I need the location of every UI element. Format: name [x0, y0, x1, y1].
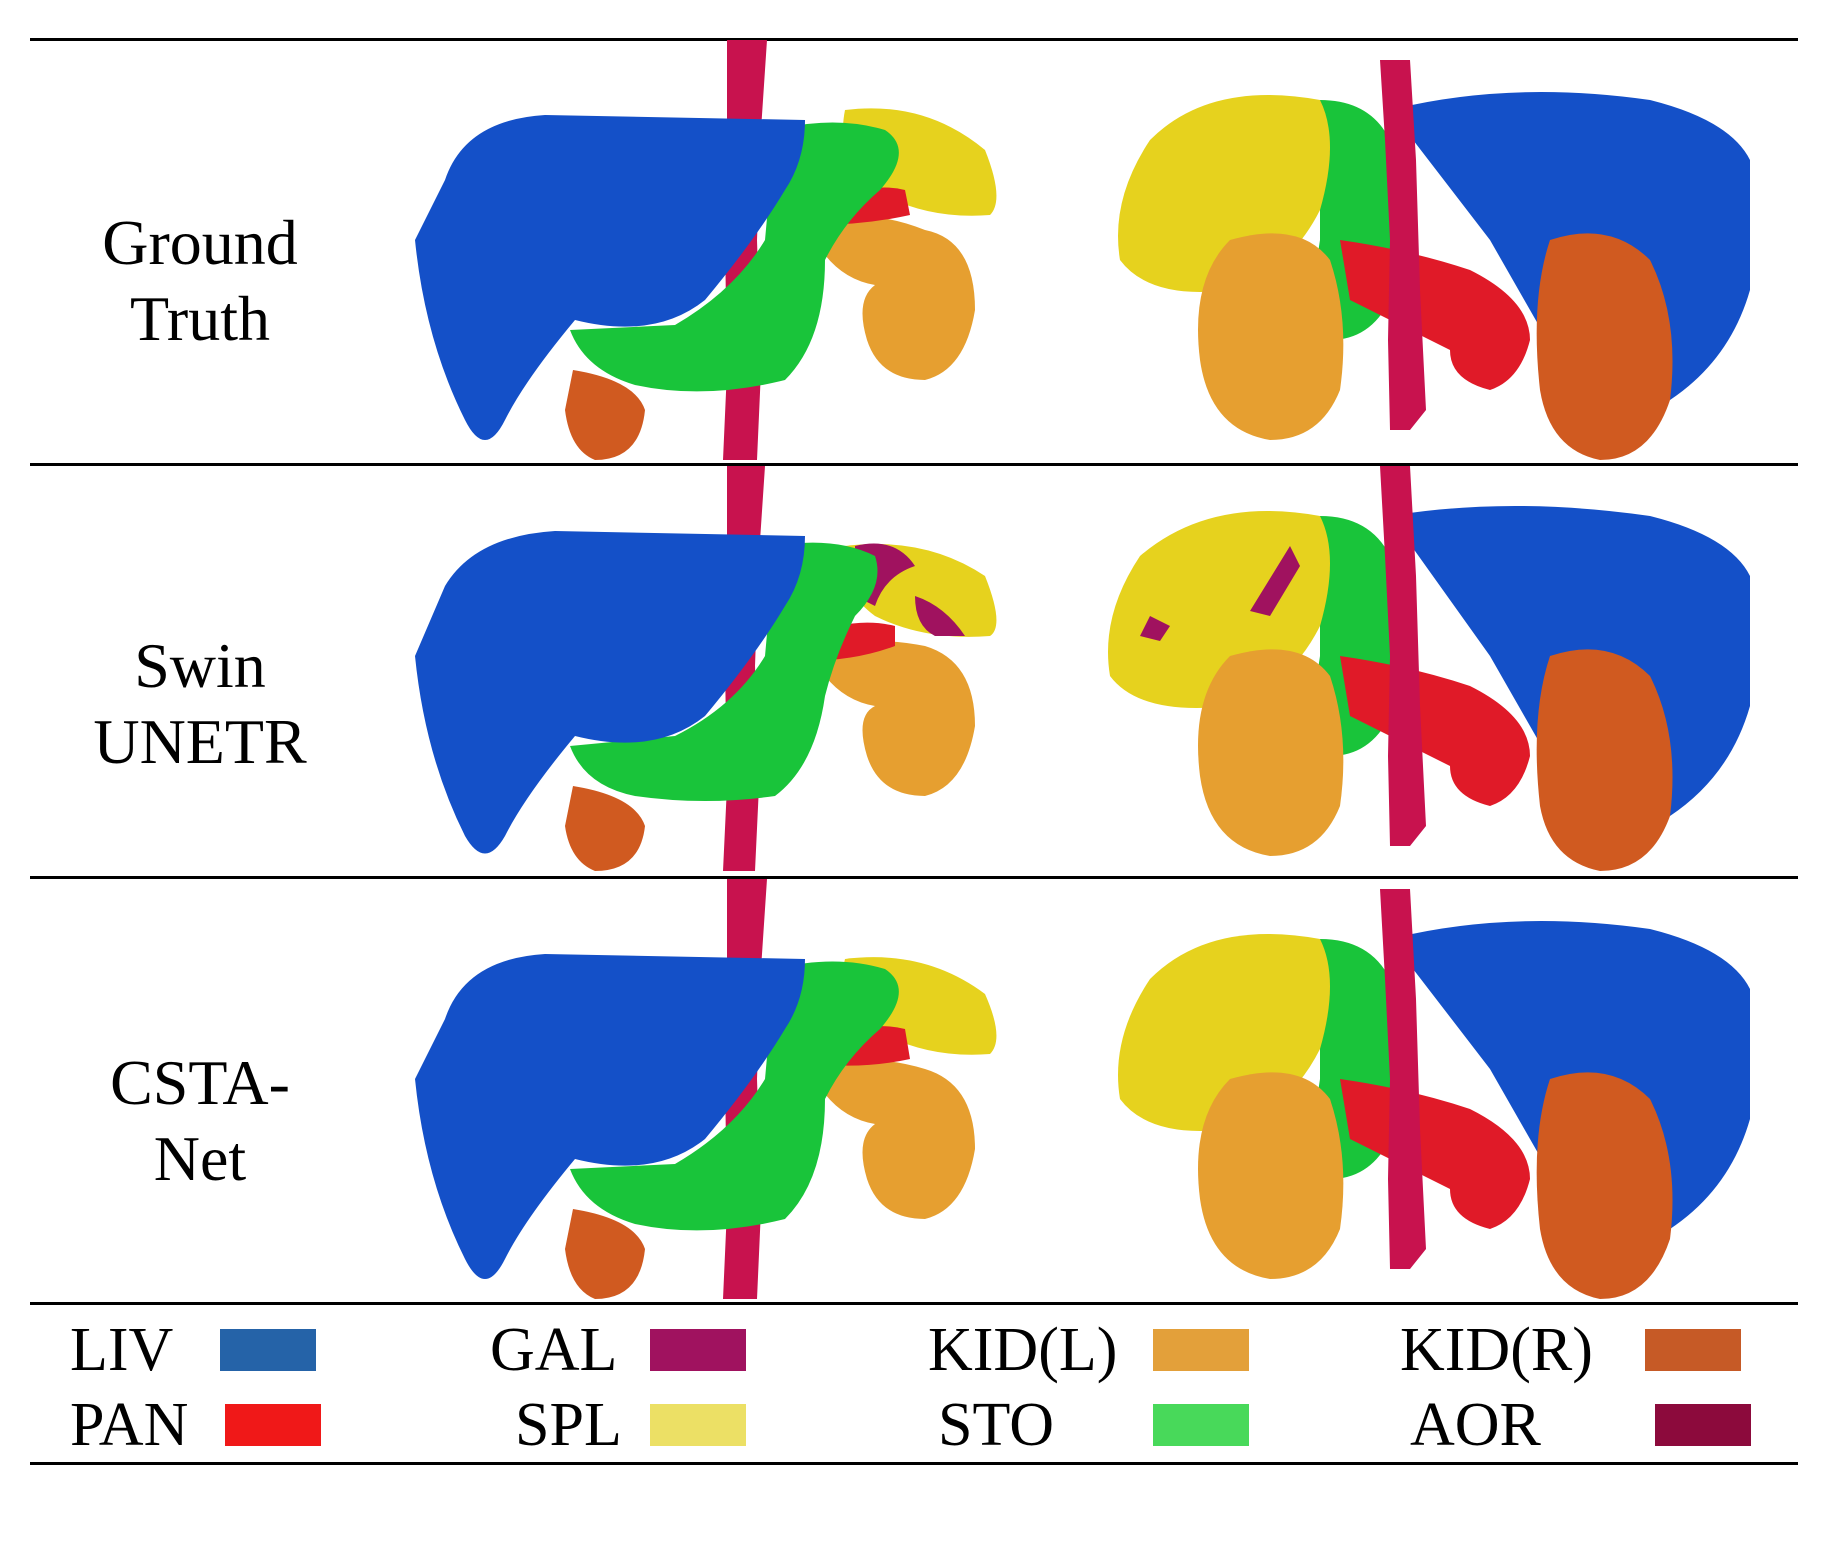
- kidney-right-shape: [1536, 1072, 1673, 1299]
- legend-label: LIV: [70, 1316, 174, 1384]
- legend-label: PAN: [70, 1391, 189, 1459]
- kidney-left-shape: [825, 216, 975, 380]
- legend-swatch: [225, 1404, 321, 1446]
- row-divider-2: [30, 876, 1798, 879]
- bottom-rule: [30, 1462, 1798, 1465]
- kidney-right-shape: [1536, 649, 1673, 871]
- legend-top-rule: [30, 1302, 1798, 1305]
- render-swin-unetr-front: [415, 466, 997, 871]
- legend-swatch: [1655, 1404, 1751, 1446]
- stomach-shape: [570, 542, 878, 801]
- kidney-left-shape: [1198, 1072, 1344, 1279]
- kidney-left-shape: [1198, 649, 1344, 856]
- gallbladder-shape: [1140, 546, 1300, 641]
- stomach-shape: [570, 122, 899, 392]
- legend-label: SPL: [515, 1391, 622, 1459]
- pancreas-shape: [1340, 656, 1530, 806]
- liver-shape: [415, 954, 805, 1279]
- row-label-ground-truth: Ground Truth: [102, 207, 298, 354]
- pancreas-shape: [1340, 1079, 1530, 1229]
- row-label-csta-net: CSTA- Net: [110, 1047, 290, 1194]
- legend-label: AOR: [1410, 1391, 1541, 1459]
- render-csta-net-front: [415, 879, 997, 1299]
- render-ground-truth-back: [1118, 60, 1750, 460]
- stomach-shape: [570, 961, 899, 1231]
- gallbladder-shape: [855, 543, 965, 636]
- aorta-shape: [1380, 889, 1426, 1269]
- legend-swatch: [220, 1329, 316, 1371]
- legend-label: STO: [938, 1391, 1055, 1459]
- legend-label: KID(L): [928, 1316, 1118, 1384]
- aorta-shape: [1380, 60, 1426, 430]
- render-ground-truth-front: [415, 40, 997, 460]
- render-swin-unetr-back: [1108, 466, 1750, 871]
- legend-label: KID(R): [1400, 1316, 1593, 1384]
- legend-swatch: [1153, 1404, 1249, 1446]
- pancreas-shape: [1340, 240, 1530, 390]
- kidney-right-shape: [565, 1209, 645, 1299]
- kidney-right-shape: [565, 786, 645, 871]
- kidney-left-shape: [825, 1060, 975, 1219]
- legend-swatch: [1153, 1329, 1249, 1371]
- legend-swatch: [650, 1329, 746, 1371]
- kidney-left-shape: [825, 641, 975, 796]
- kidney-right-shape: [1536, 233, 1673, 460]
- row-divider-1: [30, 463, 1798, 466]
- row-label-swin-unetr: Swin UNETR: [93, 630, 307, 777]
- liver-shape: [415, 531, 805, 854]
- liver-shape: [415, 115, 805, 440]
- legend-label: GAL: [490, 1316, 618, 1384]
- kidney-left-shape: [1198, 233, 1344, 440]
- aorta-shape: [1380, 466, 1426, 846]
- kidney-right-shape: [565, 370, 645, 460]
- render-csta-net-back: [1118, 889, 1750, 1299]
- legend-swatch: [1645, 1329, 1741, 1371]
- legend-swatch: [650, 1404, 746, 1446]
- top-rule: [30, 38, 1798, 41]
